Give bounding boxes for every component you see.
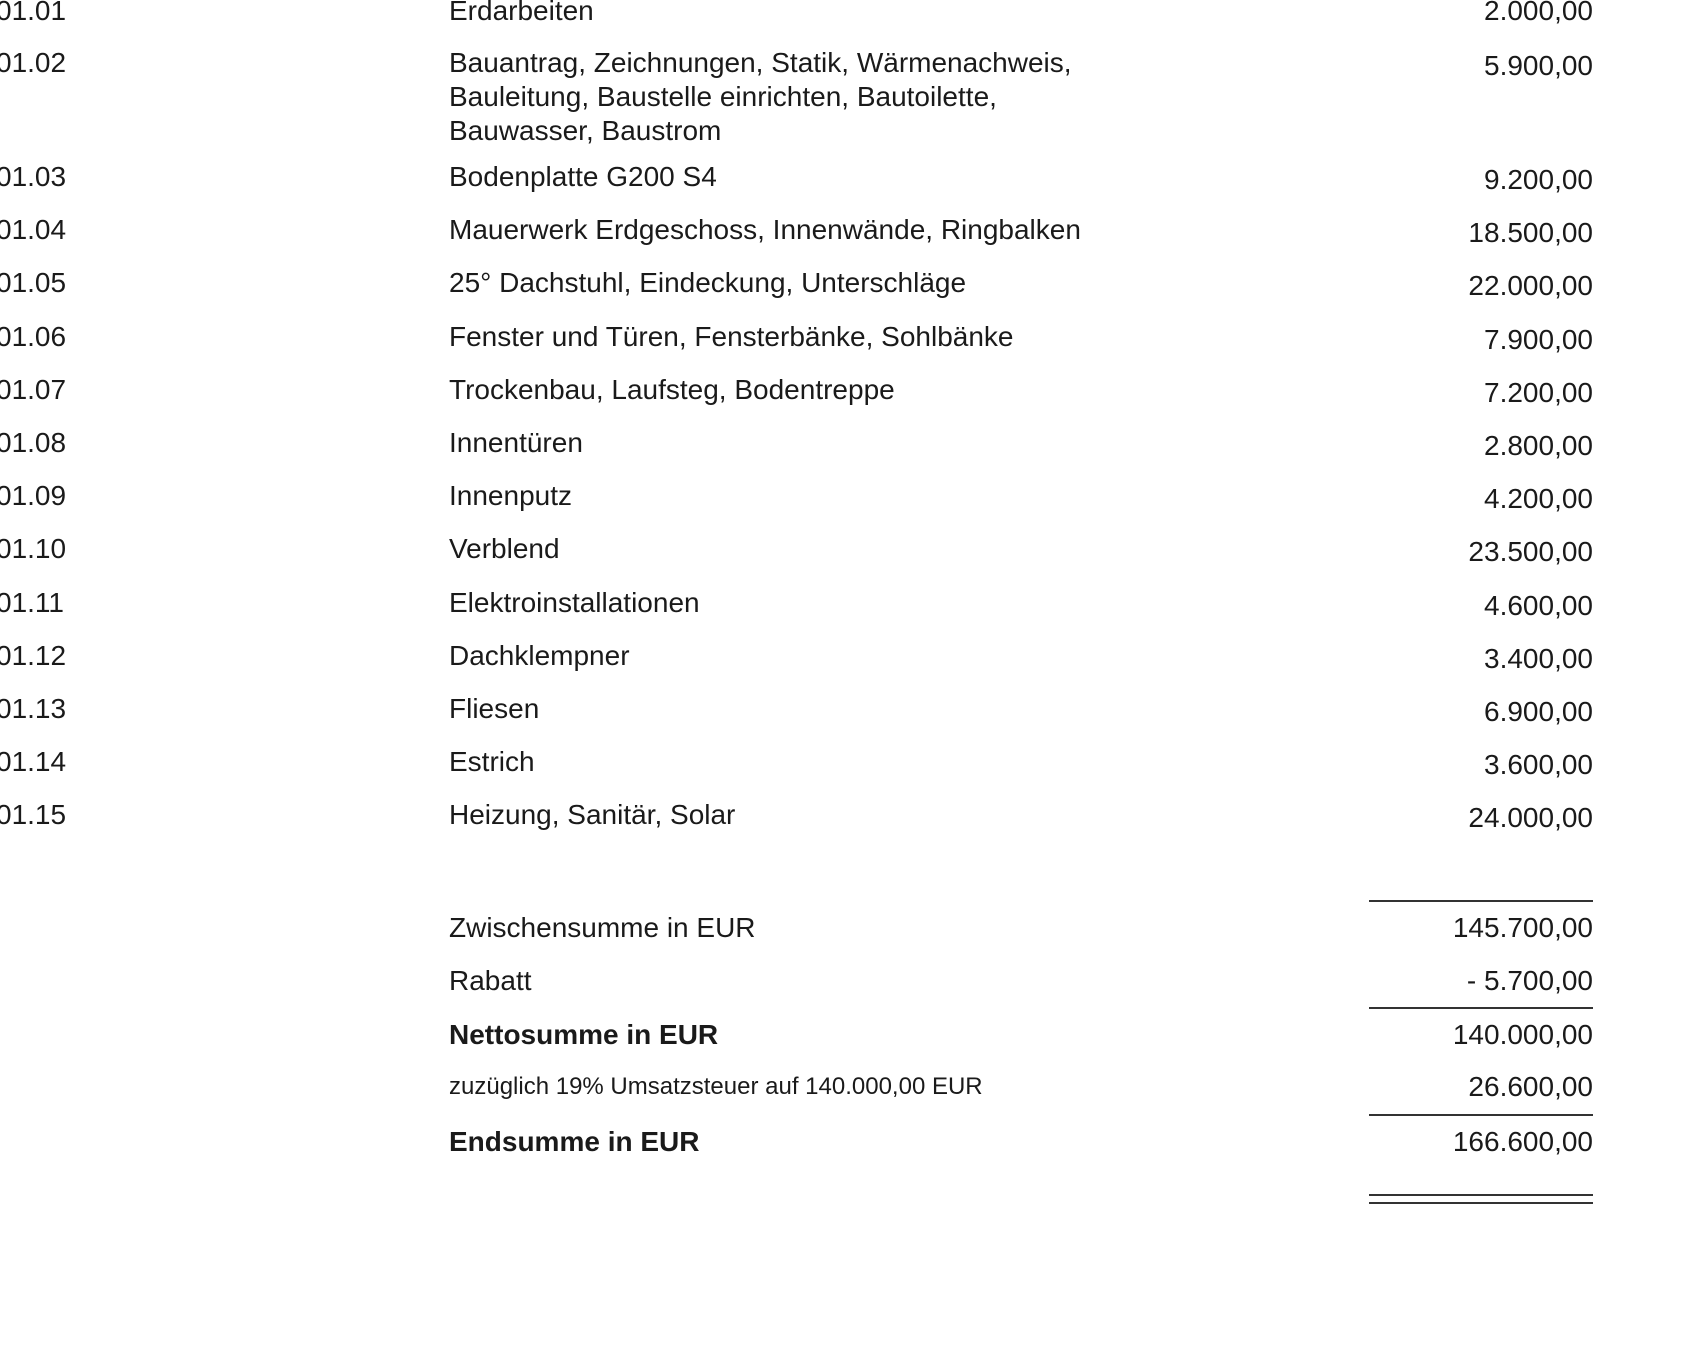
item-code: 01.08 — [0, 427, 67, 458]
total-rule — [1369, 1114, 1593, 1116]
item-code: 01.09 — [0, 480, 67, 512]
item-description: Verblend — [449, 533, 560, 565]
item-amount: 7.900,00 — [1484, 323, 1593, 355]
item-amount: 9.200,00 — [1484, 164, 1593, 195]
subtotal-amount: 145.700,00 — [1452, 912, 1593, 943]
net-label: Nettosumme in EUR — [449, 1019, 719, 1050]
item-description: Innenputz — [449, 480, 572, 512]
line-item: 01.07 Trockenbau, Laufsteg, Bodentreppe 7.… — [0, 373, 1700, 413]
subtotal-row: Zwischensumme in EUR 145.700,00 — [0, 911, 1700, 951]
total-row: Endsumme in EUR 166.600,00 — [0, 1125, 1700, 1165]
item-amount: 4.600,00 — [1484, 589, 1593, 621]
item-description: Trockenbau, Laufsteg, Bodentreppe — [449, 373, 895, 405]
item-amount: 3.400,00 — [1484, 642, 1593, 674]
line-item: 01.15 Heizung, Sanitär, Solar 24.000,00 — [0, 798, 1700, 838]
item-description: Estrich — [449, 746, 535, 778]
line-item: 01.06 Fenster und Türen, Fensterbänke, So… — [0, 320, 1700, 360]
line-item: 01.10 Verblend 23.500,00 — [0, 532, 1700, 572]
net-row: Nettosumme in EUR 140.000,00 — [0, 1018, 1700, 1058]
item-amount: 24.000,00 — [1468, 802, 1593, 834]
subtotal-rule — [1369, 900, 1593, 902]
item-description: Bodenplatte G200 S4 — [449, 161, 717, 192]
item-description: Fenster und Türen, Fensterbänke, Sohlbän… — [449, 320, 1014, 352]
item-code: 01.02 — [0, 47, 67, 78]
line-item: 01.08 Innentüren 2.800,00 — [0, 426, 1700, 466]
item-amount: 18.500,00 — [1468, 217, 1593, 249]
item-code: 01.06 — [0, 320, 67, 352]
item-description-line: Bauantrag, Zeichnungen, Statik, Wärmenac… — [449, 47, 1072, 78]
line-item: 01.12 Dachklempner 3.400,00 — [0, 639, 1700, 679]
net-amount: 140.000,00 — [1452, 1019, 1593, 1050]
item-amount: 6.900,00 — [1484, 696, 1593, 727]
item-code: 01.11 — [0, 586, 64, 618]
line-item: 01.01 Erdarbeiten 2.000,00 — [0, 0, 1700, 34]
discount-amount: - 5.700,00 — [1466, 965, 1593, 996]
discount-label: Rabatt — [449, 965, 532, 996]
item-code: 01.04 — [0, 214, 67, 246]
item-description: 25° Dachstuhl, Eindeckung, Unterschläge — [449, 267, 967, 299]
item-description-line: Bauleitung, Baustelle einrichten, Bautoi… — [449, 81, 997, 112]
item-amount: 3.600,00 — [1484, 749, 1593, 781]
item-code: 01.13 — [0, 693, 67, 724]
item-description: Innentüren — [449, 427, 583, 458]
item-amount: 4.200,00 — [1484, 483, 1593, 515]
vat-label: zuzüglich 19% Umsatzsteuer auf 140.000,0… — [449, 1073, 983, 1100]
item-amount: 2.800,00 — [1484, 430, 1593, 461]
line-item: 01.11 Elektroinstallationen 4.600,00 — [0, 586, 1700, 626]
net-rule — [1369, 1007, 1593, 1009]
subtotal-label: Zwischensumme in EUR — [449, 912, 756, 943]
item-description: Fliesen — [449, 693, 540, 724]
line-item: 01.09 Innenputz 4.200,00 — [0, 479, 1700, 519]
item-amount: 23.500,00 — [1468, 536, 1593, 568]
double-rule-bottom — [1369, 1202, 1593, 1204]
total-label: Endsumme in EUR — [449, 1126, 700, 1157]
vat-row: zuzüglich 19% Umsatzsteuer auf 140.000,0… — [0, 1070, 1700, 1110]
line-item: 01.03 Bodenplatte G200 S4 9.200,00 — [0, 160, 1700, 200]
item-code: 01.12 — [0, 639, 67, 671]
item-code: 01.07 — [0, 373, 67, 405]
item-code: 01.05 — [0, 267, 67, 299]
item-code: 01.15 — [0, 799, 67, 831]
line-item: 01.05 25° Dachstuhl, Eindeckung, Untersch… — [0, 266, 1700, 306]
item-description: Bauantrag, Zeichnungen, Statik, Wärmenac… — [449, 46, 1209, 148]
vat-amount: 26.600,00 — [1468, 1071, 1593, 1102]
double-rule-top — [1369, 1194, 1593, 1196]
item-amount: 7.200,00 — [1484, 376, 1593, 408]
discount-row: Rabatt - 5.700,00 — [0, 964, 1700, 1004]
item-amount: 5.900,00 — [1484, 50, 1593, 81]
item-amount: 2.000,00 — [1484, 0, 1593, 26]
item-code: 01.10 — [0, 533, 67, 565]
line-item: 01.14 Estrich 3.600,00 — [0, 745, 1700, 785]
item-code: 01.01 — [0, 0, 67, 26]
line-item: 01.13 Fliesen 6.900,00 — [0, 692, 1700, 732]
line-item: 01.04 Mauerwerk Erdgeschoss, Innenwände, … — [0, 213, 1700, 253]
line-item: 01.02 Bauantrag, Zeichnungen, Statik, Wä… — [0, 46, 1700, 156]
item-code: 01.14 — [0, 746, 67, 778]
item-amount: 22.000,00 — [1468, 270, 1593, 302]
item-description: Mauerwerk Erdgeschoss, Innenwände, Ringb… — [449, 214, 1081, 246]
item-description: Erdarbeiten — [449, 0, 594, 26]
item-description-line: Bauwasser, Baustrom — [449, 115, 722, 146]
item-description: Elektroinstallationen — [449, 586, 700, 618]
total-amount: 166.600,00 — [1452, 1126, 1593, 1157]
item-code: 01.03 — [0, 161, 67, 192]
item-description: Heizung, Sanitär, Solar — [449, 799, 736, 831]
item-description: Dachklempner — [449, 639, 630, 671]
